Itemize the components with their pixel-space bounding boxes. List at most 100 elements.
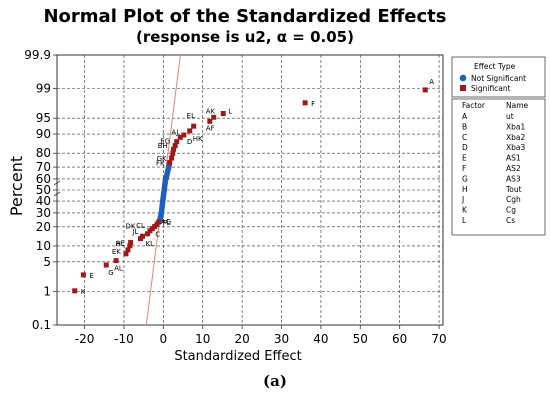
factor-name: Xba3 bbox=[506, 143, 525, 152]
x-tick-label: 60 bbox=[392, 332, 407, 346]
x-tick-label: 30 bbox=[274, 332, 289, 346]
point-label: CL bbox=[136, 222, 145, 230]
significant-point bbox=[422, 87, 428, 93]
significant-point bbox=[211, 114, 217, 120]
point-label: A bbox=[429, 78, 434, 86]
chart-title: Normal Plot of the Standardized Effects bbox=[43, 6, 446, 27]
significant-point bbox=[191, 123, 197, 129]
significant-point bbox=[127, 243, 133, 249]
factor-table-frame bbox=[451, 98, 546, 236]
point-label: H bbox=[116, 240, 121, 248]
point-label: EK bbox=[112, 248, 121, 256]
factor-code: H bbox=[462, 185, 468, 194]
factor-code: L bbox=[462, 216, 467, 225]
factor-name: AS3 bbox=[506, 174, 521, 183]
significant-point bbox=[177, 134, 183, 140]
point-label: F bbox=[311, 100, 315, 108]
factor-name: Cg bbox=[506, 206, 516, 215]
point-label: L bbox=[228, 108, 232, 116]
legend-frame bbox=[451, 56, 546, 98]
factor-code: E bbox=[462, 154, 467, 163]
x-tick-label: 50 bbox=[353, 332, 368, 346]
point-label: AJ bbox=[171, 128, 178, 136]
legend-title: Effect Type bbox=[474, 62, 516, 71]
significant-point bbox=[113, 258, 119, 264]
significant-point bbox=[72, 288, 78, 294]
point-label: EG bbox=[160, 138, 170, 146]
significant-point bbox=[167, 160, 173, 166]
factor-name: Cs bbox=[506, 216, 515, 225]
significant-point bbox=[123, 251, 129, 257]
factor-code: K bbox=[462, 206, 468, 215]
factor-name: AS1 bbox=[506, 154, 521, 163]
y-tick-label: 10 bbox=[36, 239, 51, 253]
grid-lines bbox=[57, 55, 443, 325]
factor-name: ut bbox=[506, 112, 514, 121]
chart-subtitle: (response is u2, α = 0.05) bbox=[136, 28, 354, 46]
point-label: FK bbox=[156, 160, 165, 168]
y-tick-label: 40 bbox=[36, 194, 51, 208]
y-axis-break bbox=[53, 180, 61, 186]
point-label: EL bbox=[187, 112, 195, 120]
y-tick-label: 20 bbox=[36, 220, 51, 234]
factor-header: Factor bbox=[462, 101, 486, 110]
point-label: JL bbox=[132, 228, 139, 236]
point-label: G bbox=[108, 269, 113, 277]
significant-point bbox=[156, 219, 162, 225]
factor-code: D bbox=[462, 143, 468, 152]
significant-point bbox=[172, 143, 178, 149]
point-label: GK bbox=[157, 155, 167, 163]
point-label: C bbox=[155, 231, 160, 239]
point-label: E bbox=[89, 272, 93, 280]
point-label: AF bbox=[206, 124, 215, 132]
significant-point bbox=[170, 150, 176, 156]
y-tick-label: 70 bbox=[36, 160, 51, 174]
y-tick-label: 90 bbox=[36, 127, 51, 141]
factor-name: Xba2 bbox=[506, 133, 525, 142]
significant-point bbox=[139, 233, 145, 239]
x-tick-label: 0 bbox=[160, 332, 168, 346]
point-label: HK bbox=[193, 135, 203, 143]
factor-code: A bbox=[462, 112, 468, 121]
x-tick-label: -10 bbox=[114, 332, 134, 346]
factor-code: G bbox=[462, 174, 468, 183]
point-label: D bbox=[187, 138, 192, 146]
y-tick-label: 60 bbox=[36, 172, 51, 186]
y-tick-label: 95 bbox=[36, 111, 51, 125]
significant-point bbox=[174, 139, 180, 145]
significant-point bbox=[302, 100, 308, 106]
point-label: AL bbox=[114, 265, 123, 273]
significant-point bbox=[220, 111, 226, 117]
point-label: FL bbox=[163, 219, 171, 227]
x-tick-label: 20 bbox=[234, 332, 249, 346]
point-label: AK bbox=[206, 107, 216, 115]
legend-not-significant-marker bbox=[459, 74, 467, 82]
legend-not-significant-label: Not Significant bbox=[471, 74, 526, 83]
x-tick-label: 40 bbox=[313, 332, 328, 346]
significant-point bbox=[171, 146, 177, 152]
x-axis-title: Standardized Effect bbox=[174, 349, 301, 364]
y-axis-title: Percent bbox=[7, 156, 26, 216]
y-tick-label: 1 bbox=[43, 285, 51, 299]
factor-code: F bbox=[462, 164, 466, 173]
significant-point bbox=[125, 247, 131, 253]
normal-probability-chart: Normal Plot of the Standardized Effects … bbox=[7, 6, 546, 364]
significant-point bbox=[187, 128, 193, 134]
y-tick-label: 50 bbox=[36, 183, 51, 197]
point-label: AE bbox=[116, 240, 125, 248]
point-label: AG bbox=[161, 218, 171, 226]
factor-name: Xba1 bbox=[506, 122, 525, 131]
x-tick-label: -20 bbox=[75, 332, 95, 346]
y-tick-label: 0.1 bbox=[32, 318, 51, 332]
legend-significant-label: Significant bbox=[471, 84, 511, 93]
significant-point bbox=[128, 239, 134, 245]
factor-code: J bbox=[461, 195, 464, 204]
x-axis-ticks: -20 -10 0 10 20 30 40 50 60 70 bbox=[75, 325, 447, 346]
name-header: Name bbox=[506, 101, 529, 110]
not-significant-points bbox=[157, 161, 173, 223]
legend-significant-marker bbox=[460, 85, 466, 91]
